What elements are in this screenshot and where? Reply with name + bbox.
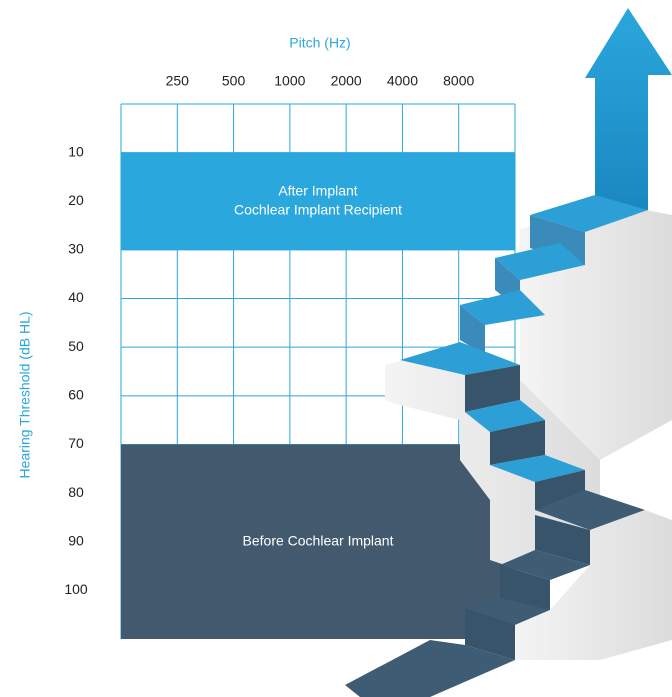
band-label: Cochlear Implant Recipient: [234, 201, 402, 217]
y-tick-label: 100: [64, 581, 88, 597]
y-tick-label: 40: [68, 289, 84, 305]
y-tick-label: 50: [68, 338, 84, 354]
staircase-illustration: [345, 8, 672, 697]
y-tick-label: 60: [68, 387, 84, 403]
x-tick-label: 8000: [443, 73, 474, 89]
x-tick-label: 500: [222, 73, 246, 89]
x-tick-label: 2000: [331, 73, 362, 89]
y-tick-label: 30: [68, 241, 84, 257]
y-tick-label: 90: [68, 532, 84, 548]
plot-area: 250 500 1000 2000 4000 8000 10 20 30 40 50 60 70 80 90…: [64, 73, 516, 639]
band: [121, 152, 515, 250]
y-tick-label: 20: [68, 192, 84, 208]
y-tick-label: 10: [68, 143, 84, 159]
x-tick-label: 4000: [387, 73, 418, 89]
x-axis-title: Pitch (Hz): [289, 35, 350, 51]
y-tick-label: 80: [68, 484, 84, 500]
band: [121, 444, 515, 639]
band-label: After Implant: [278, 182, 357, 198]
x-tick-label: 1000: [274, 73, 305, 89]
y-axis-title: Hearing Threshold (dB HL): [17, 311, 33, 478]
y-tick-label: 70: [68, 435, 84, 451]
band-label: Before Cochlear Implant: [243, 532, 394, 548]
x-tick-label: 250: [166, 73, 190, 89]
